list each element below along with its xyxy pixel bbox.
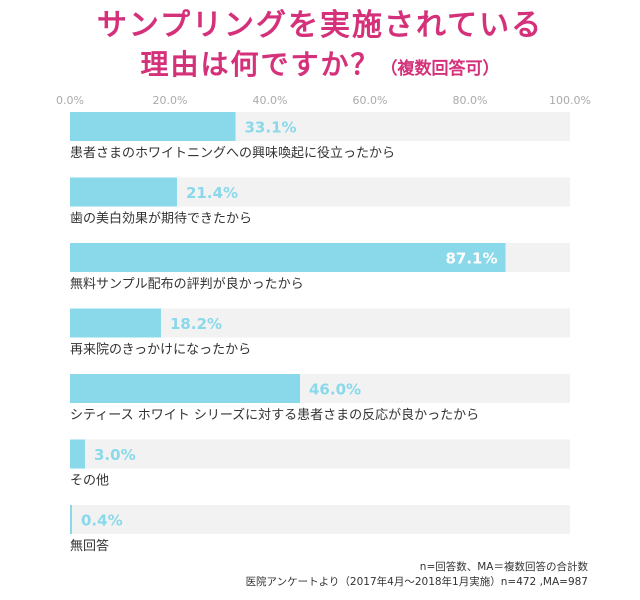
category-label: 歯の美白効果が期待できたから <box>70 211 252 227</box>
chart-title-line1: サンプリングを実施されている <box>96 8 544 43</box>
bar-value-label: 21.4% <box>186 184 238 202</box>
chart-title-line2: 理由は何ですか？（複数回答可） <box>0 46 640 88</box>
bar <box>70 177 177 207</box>
chart-title-main: 理由は何ですか？ <box>140 48 381 81</box>
bar-value-label: 3.0% <box>94 446 136 464</box>
bar <box>70 308 161 338</box>
x-tick-label: 40.0% <box>253 94 288 107</box>
x-tick-label: 0.0% <box>56 94 84 107</box>
category-label: 無回答 <box>70 538 109 554</box>
bar <box>70 439 85 469</box>
category-label: 再来院のきっかけになったから <box>70 343 251 358</box>
x-tick-label: 100.0% <box>549 94 591 107</box>
bar <box>70 505 72 534</box>
category-label: その他 <box>70 474 109 489</box>
bar <box>70 374 300 403</box>
x-tick-label: 20.0% <box>153 94 188 107</box>
x-tick-label: 80.0% <box>453 94 488 107</box>
bar-value-label: 33.1% <box>245 119 297 137</box>
bar-track <box>70 439 570 469</box>
category-label: 患者さまのホワイトニングへの興味喚起に役立ったから <box>70 146 395 161</box>
bar-value-label: 0.4% <box>81 512 123 530</box>
category-label: 無料サンプル配布の評判が良かったから <box>70 276 304 292</box>
notes-line-2: 医院アンケートより（2017年4月～2018年1月実施）n=472 ,MA=98… <box>245 576 588 588</box>
bar-track <box>70 505 570 534</box>
bar-value-label: 87.1% <box>445 250 497 268</box>
category-label: シティース ホワイト シリーズに対する患者さまの反応が良かったから <box>70 407 479 423</box>
bar <box>70 243 506 272</box>
bar-value-label: 46.0% <box>309 381 361 399</box>
notes-line-1: n=回答数、MA＝複数回答の合計数 <box>419 561 588 573</box>
x-tick-label: 60.0% <box>353 94 388 107</box>
bar-value-label: 18.2% <box>170 315 222 333</box>
chart-title-sub: （複数回答可） <box>380 59 500 79</box>
chart-notes: n=回答数、MA＝複数回答の合計数 医院アンケートより（2017年4月～2018… <box>246 560 588 590</box>
bar <box>70 112 236 141</box>
